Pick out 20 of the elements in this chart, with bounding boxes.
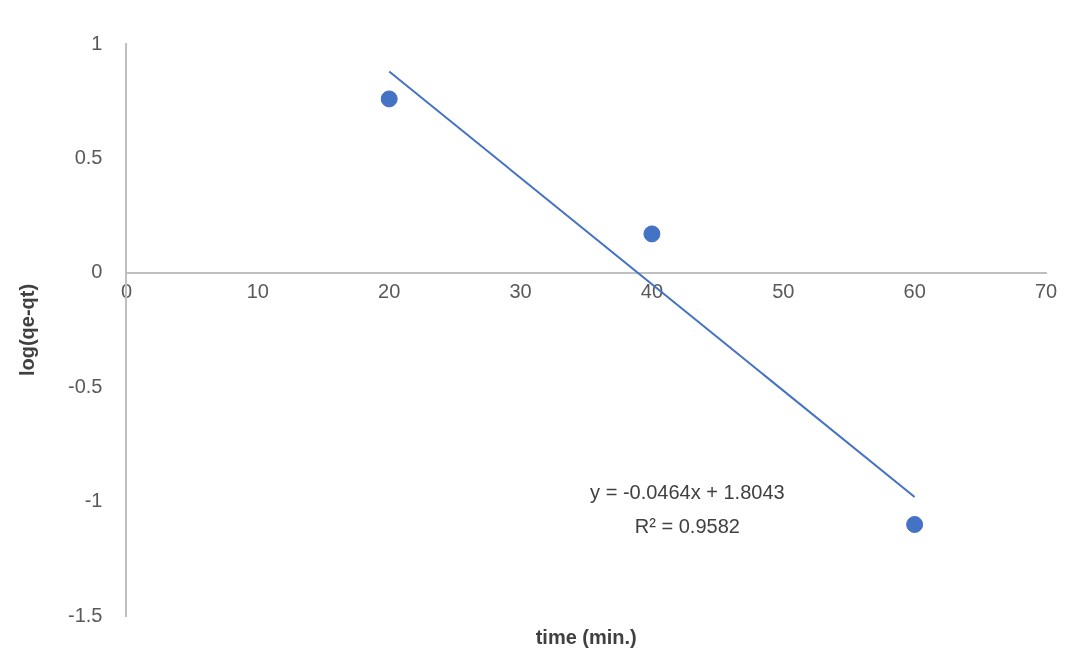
y-tick-label: 0 [91, 260, 103, 283]
annotation: R² = 0.9582 [634, 514, 740, 537]
point [906, 515, 924, 533]
y-tick-label: 0.5 [74, 145, 103, 168]
point [380, 90, 398, 108]
x-tick-label: 60 [903, 280, 926, 303]
y-tick-label: -1 [84, 489, 103, 512]
x-tick-label: 10 [246, 280, 269, 303]
annotation: y = -0.0464x + 1.8043 [590, 480, 785, 503]
x-axis-title: time (min.) [535, 625, 637, 648]
x-tick-label: 40 [640, 280, 664, 303]
x-tick-label: 70 [1034, 280, 1058, 303]
y-tick-label: -0.5 [67, 374, 103, 397]
x-tick-label: 50 [772, 280, 795, 303]
y-axis-title: log(qe-qt) [15, 283, 38, 377]
point [643, 225, 661, 243]
x-tick-label: 20 [378, 280, 401, 303]
x-tick-label: 30 [509, 280, 532, 303]
y-tick-label: -1.5 [67, 603, 103, 626]
y-tick-label: 1 [91, 31, 103, 54]
